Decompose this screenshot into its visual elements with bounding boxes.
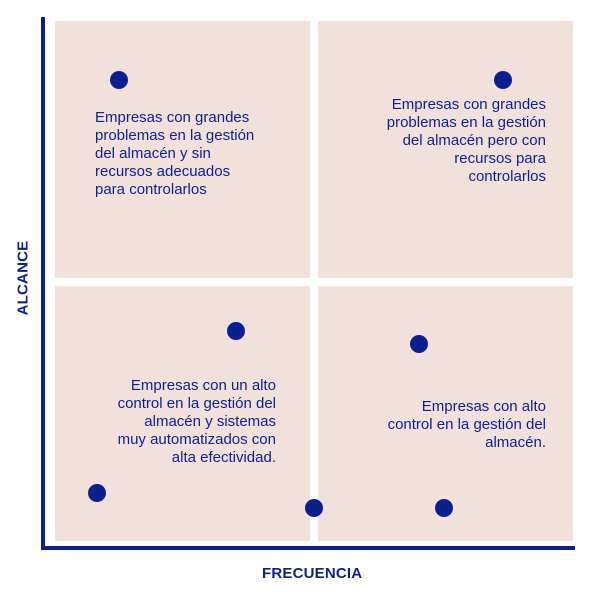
quadrant-bottom-left-text: Empresas con un alto control en la gesti… bbox=[117, 377, 276, 466]
y-axis-line bbox=[41, 17, 45, 550]
quadrant-bottom-right-text: Empresas con alto control en la gestión … bbox=[387, 398, 546, 451]
point-marker bbox=[227, 322, 245, 340]
quadrant-top-right-text: Empresas con grandes problemas en la ges… bbox=[386, 96, 546, 185]
y-axis-label: ALCANCE bbox=[14, 240, 32, 316]
point-marker bbox=[494, 71, 512, 89]
quadrant-top-right bbox=[318, 21, 573, 278]
quadrant-top-left bbox=[55, 21, 310, 278]
x-axis-label: FRECUENCIA bbox=[262, 565, 363, 582]
quadrant-top-left-text: Empresas con grandes problemas en la ges… bbox=[95, 109, 255, 198]
point-marker bbox=[410, 335, 428, 353]
x-axis-line bbox=[41, 546, 575, 550]
quadrant-bottom-right bbox=[318, 286, 573, 541]
point-marker bbox=[305, 499, 323, 517]
point-marker bbox=[110, 71, 128, 89]
point-marker bbox=[435, 499, 453, 517]
point-marker bbox=[88, 484, 106, 502]
